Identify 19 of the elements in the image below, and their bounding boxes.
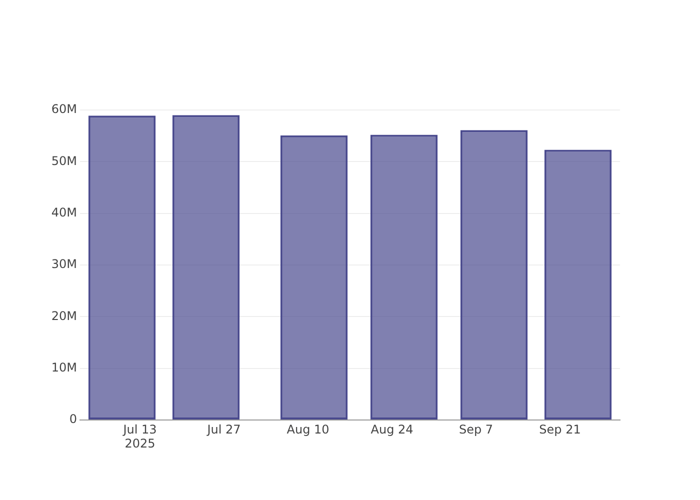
x-tick-label: Sep 7 (458, 422, 494, 436)
bar (370, 134, 438, 420)
y-tick-label: 20M (51, 308, 77, 323)
x-tick-label: Jul 13 2025 (122, 422, 157, 451)
y-tick-label: 10M (51, 360, 77, 374)
x-tick-label: Jul 27 (206, 422, 241, 436)
bar (88, 116, 156, 420)
y-tick-label: 50M (51, 154, 77, 168)
bar (544, 150, 612, 420)
y-tick-label: 30M (51, 257, 77, 272)
bar (460, 130, 528, 420)
y-tick-label: 0 (69, 412, 77, 426)
x-tick-label: Sep 21 (539, 422, 581, 436)
y-tick-label: 60M (51, 102, 77, 116)
x-tick-label: Aug 10 (286, 422, 330, 436)
y-tick-label: 40M (51, 205, 77, 220)
bar (172, 115, 240, 420)
x-tick-label: Aug 24 (370, 422, 414, 436)
bar (280, 135, 348, 420)
